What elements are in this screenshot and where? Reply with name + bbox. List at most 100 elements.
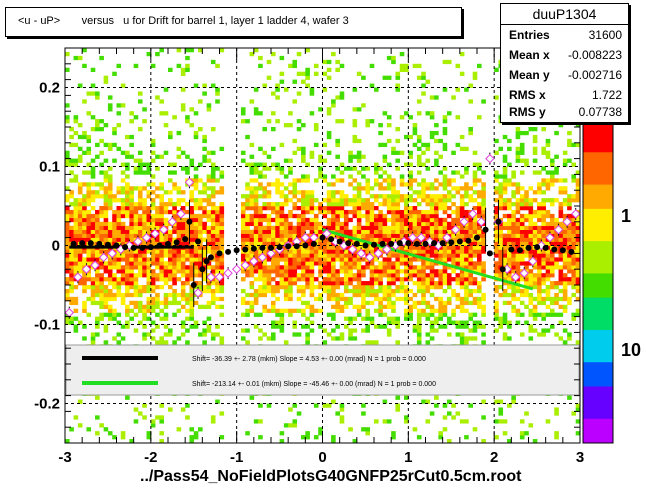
heat-cell <box>404 225 409 230</box>
heat-cell <box>378 142 383 148</box>
heat-cell <box>301 202 306 207</box>
heat-cell <box>202 245 207 250</box>
heat-cell <box>107 233 113 238</box>
heat-cell <box>112 233 117 238</box>
heat-cell <box>271 288 276 294</box>
heat-cell <box>348 257 353 262</box>
heat-cell <box>532 241 538 246</box>
heat-cell <box>103 427 109 432</box>
palette-band <box>583 152 613 161</box>
heat-cell <box>545 249 551 254</box>
palette-band <box>583 241 613 250</box>
heat-cell <box>65 217 70 223</box>
heat-cell <box>562 178 568 183</box>
heat-cell <box>69 170 74 175</box>
heat-cell <box>575 186 581 191</box>
heat-cell <box>524 158 529 163</box>
heat-cell <box>343 261 349 266</box>
heat-cell <box>335 59 340 65</box>
heat-cell <box>494 253 499 258</box>
heat-cell <box>451 237 456 242</box>
heat-cell <box>69 229 74 234</box>
heat-cell <box>404 415 409 420</box>
heat-cell <box>567 265 572 270</box>
heat-cell <box>537 281 542 286</box>
heat-cell <box>125 154 130 159</box>
heat-cell <box>215 288 220 294</box>
heat-cell <box>253 107 259 112</box>
heat-cell <box>210 265 216 270</box>
heat-cell <box>142 285 147 290</box>
heat-cell <box>382 229 388 234</box>
heat-cell <box>356 198 362 203</box>
heat-cell <box>155 324 160 329</box>
heat-cell <box>219 174 225 179</box>
heat-cell <box>404 249 409 254</box>
heat-cell <box>90 194 96 199</box>
heat-cell <box>271 285 276 290</box>
heat-cell <box>210 419 216 424</box>
heat-cell <box>382 217 388 223</box>
heat-cell <box>554 257 559 262</box>
heat-cell <box>150 249 156 254</box>
black-point <box>302 242 309 249</box>
heat-cell <box>210 336 216 341</box>
heat-cell <box>116 332 122 337</box>
heat-cell <box>202 320 207 325</box>
heat-cell <box>571 277 577 282</box>
heat-cell <box>468 225 474 230</box>
heat-cell <box>343 273 349 278</box>
heat-cell <box>305 249 310 254</box>
heat-cell <box>326 202 332 207</box>
heat-cell <box>416 138 422 144</box>
heat-cell <box>258 277 263 282</box>
heat-cell <box>442 415 448 420</box>
heat-cell <box>193 269 199 274</box>
heat-cell <box>296 308 302 313</box>
heat-cell <box>90 174 96 179</box>
heat-cell <box>421 245 426 250</box>
heat-cell <box>163 304 169 309</box>
heat-cell <box>451 415 456 420</box>
heat-cell <box>73 253 79 258</box>
heat-cell <box>150 63 156 69</box>
heat-cell <box>524 194 529 199</box>
heat-cell <box>65 221 70 227</box>
heat-cell <box>378 308 383 313</box>
heat-cell <box>575 261 581 266</box>
heat-cell <box>150 296 156 302</box>
heat-cell <box>425 79 431 84</box>
heat-cell <box>172 249 177 254</box>
heat-cell <box>65 186 70 191</box>
black-point <box>139 244 146 251</box>
heat-cell <box>133 229 139 234</box>
heat-cell <box>408 198 413 203</box>
heat-cell <box>425 245 431 250</box>
heat-cell <box>249 186 255 191</box>
heat-cell <box>107 142 113 148</box>
heat-cell <box>107 198 113 203</box>
heat-cell <box>348 320 353 325</box>
heat-cell <box>472 288 478 294</box>
heat-cell <box>133 221 139 227</box>
heat-cell <box>515 281 521 286</box>
heat-cell <box>507 253 512 258</box>
heat-cell <box>395 213 401 219</box>
heat-cell <box>399 194 405 199</box>
heat-cell <box>77 281 83 286</box>
heat-cell <box>507 213 512 219</box>
heat-cell <box>326 194 332 199</box>
heat-cell <box>541 221 546 227</box>
heat-cell <box>562 198 568 203</box>
heat-cell <box>275 273 280 278</box>
heat-cell <box>198 48 203 53</box>
heat-cell <box>348 198 353 203</box>
heat-cell <box>82 130 87 136</box>
heat-cell <box>335 273 340 278</box>
heat-cell <box>279 273 285 278</box>
heat-cell <box>133 261 139 266</box>
heat-cell <box>215 178 220 183</box>
palette-band <box>583 313 613 323</box>
heat-cell <box>554 435 559 440</box>
heat-cell <box>168 202 173 207</box>
